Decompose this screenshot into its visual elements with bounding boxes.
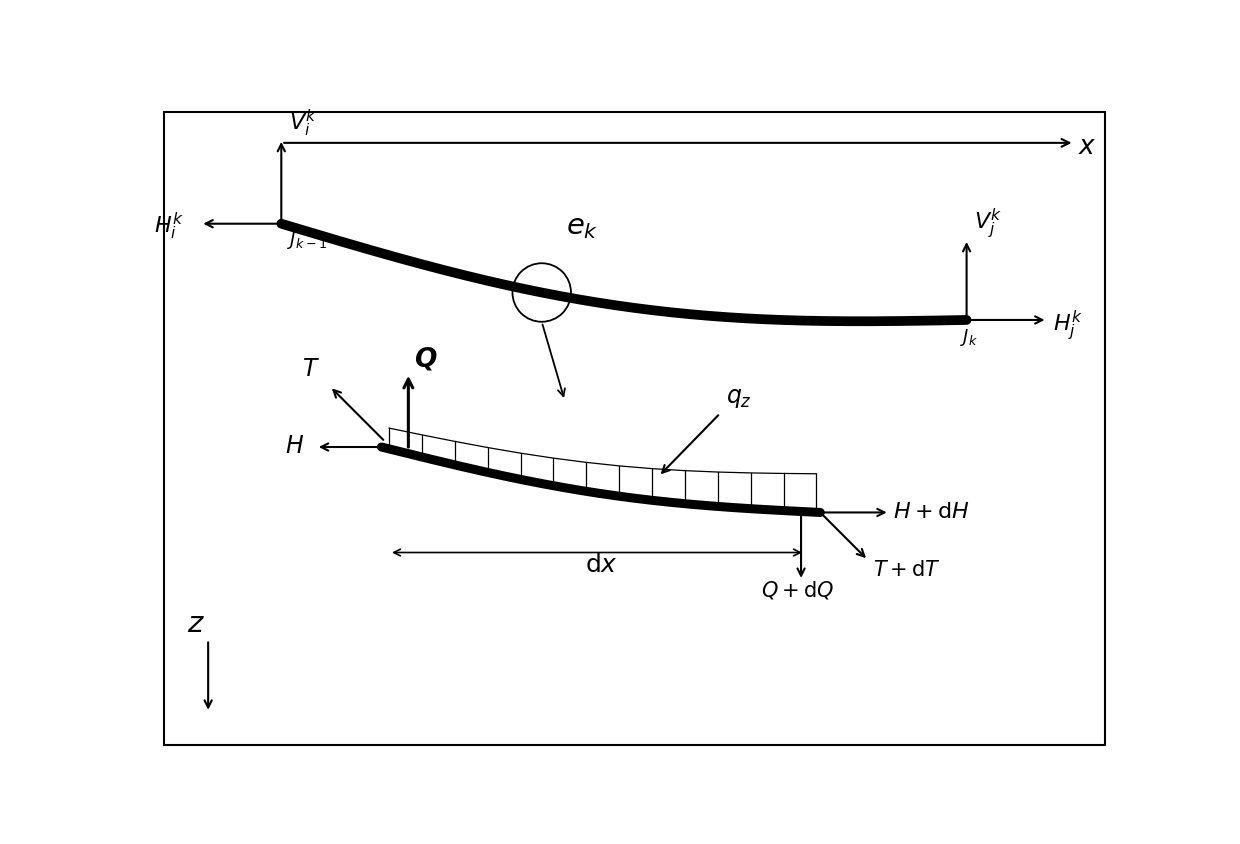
Text: $H_j^k$: $H_j^k$ xyxy=(1053,309,1083,344)
Text: $H$: $H$ xyxy=(285,434,304,458)
Text: $J_{k-1}$: $J_{k-1}$ xyxy=(288,230,327,252)
Text: $q_z$: $q_z$ xyxy=(727,387,753,410)
Text: $\mathrm{d}x$: $\mathrm{d}x$ xyxy=(585,553,619,576)
Text: $J_k$: $J_k$ xyxy=(961,327,978,348)
Text: $H_i^k$: $H_i^k$ xyxy=(154,210,184,241)
Text: $\boldsymbol{Q}$: $\boldsymbol{Q}$ xyxy=(414,346,438,373)
Text: $z$: $z$ xyxy=(187,610,206,638)
Text: $Q+\mathrm{d}Q$: $Q+\mathrm{d}Q$ xyxy=(761,579,835,601)
Text: $x$: $x$ xyxy=(1079,134,1096,160)
Text: $T$: $T$ xyxy=(303,357,320,381)
Text: $e_k$: $e_k$ xyxy=(567,213,599,241)
Text: $V_j^k$: $V_j^k$ xyxy=(975,207,1003,241)
Text: $H+\mathrm{d}H$: $H+\mathrm{d}H$ xyxy=(894,502,970,522)
Text: $T+\mathrm{d}T$: $T+\mathrm{d}T$ xyxy=(873,560,940,580)
Text: $V_i^k$: $V_i^k$ xyxy=(289,107,317,138)
